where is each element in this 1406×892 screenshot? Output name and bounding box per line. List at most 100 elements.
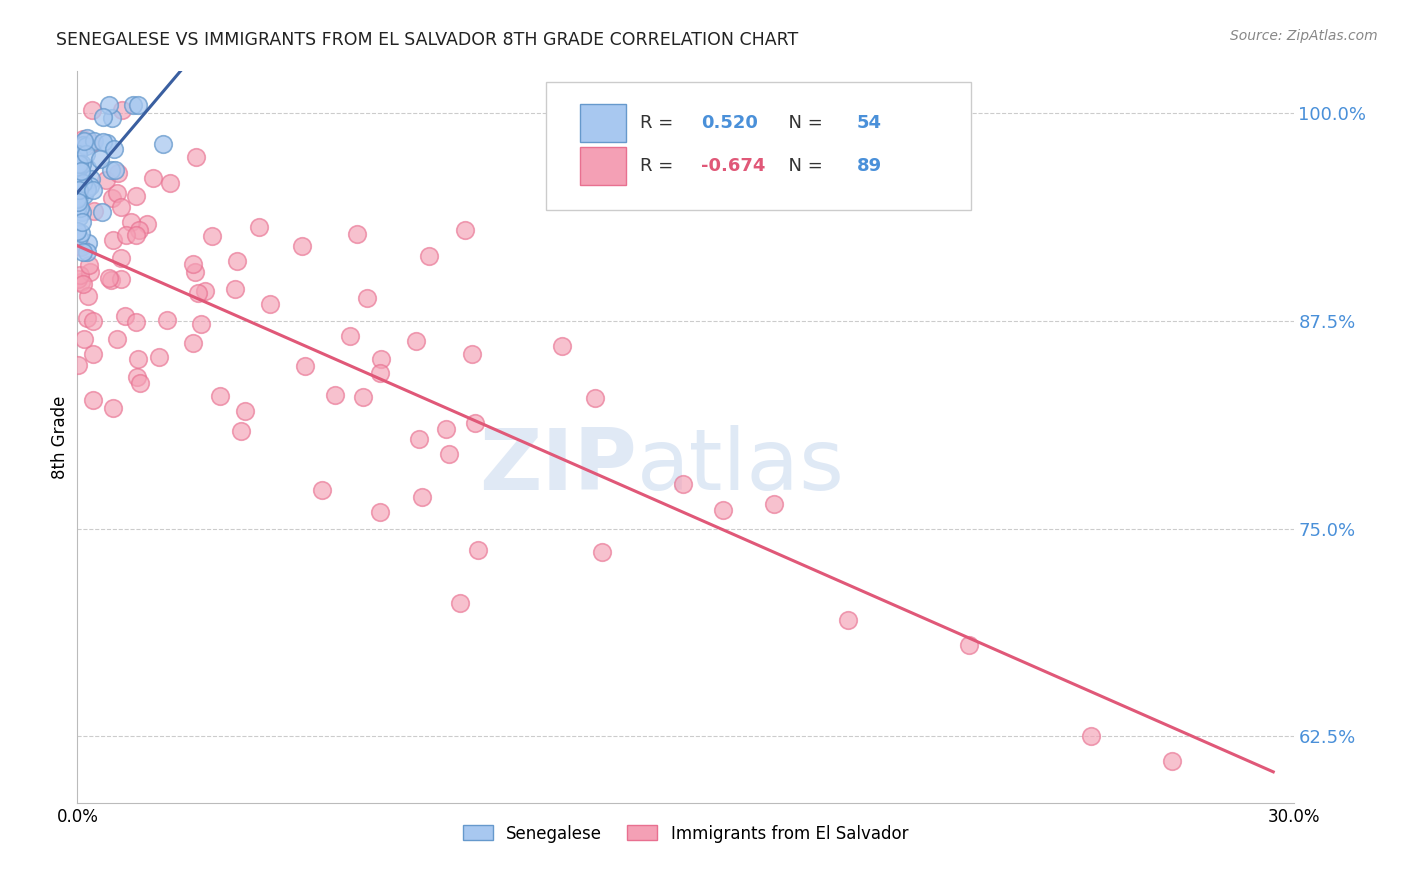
Point [194, 284, 217, 298]
Point [405, 334, 427, 349]
Point [67, 180, 90, 194]
Legend: Senegalese, Immigrants from El Salvador: Senegalese, Immigrants from El Salvador [456, 818, 915, 849]
Point [66, 191, 89, 205]
Point [120, 215, 142, 229]
Point [104, 163, 127, 178]
Point [110, 272, 132, 286]
Point [142, 171, 165, 186]
Text: 89: 89 [856, 158, 882, 176]
Point [66, 190, 89, 204]
Point [107, 166, 129, 180]
Point [129, 376, 152, 391]
Point [183, 264, 205, 278]
Point [551, 339, 574, 353]
Point [461, 347, 484, 361]
Point [101, 401, 124, 415]
Point [76, 182, 98, 196]
Text: R =: R = [640, 158, 679, 176]
Y-axis label: 8th Grade: 8th Grade [51, 395, 69, 479]
Point [66, 161, 89, 175]
Point [231, 424, 253, 438]
Point [93, 111, 115, 125]
Point [72, 244, 94, 259]
Point [80, 172, 103, 186]
Point [90, 204, 112, 219]
Text: SENEGALESE VS IMMIGRANTS FROM EL SALVADOR 8TH GRADE CORRELATION CHART: SENEGALESE VS IMMIGRANTS FROM EL SALVADO… [56, 31, 799, 49]
Point [449, 596, 471, 610]
Point [135, 217, 157, 231]
Point [368, 366, 391, 380]
Point [208, 388, 231, 402]
Point [184, 150, 207, 164]
Point [96, 136, 118, 150]
Point [159, 176, 181, 190]
Point [75, 139, 97, 153]
Point [101, 112, 124, 126]
Point [370, 505, 392, 519]
Point [121, 97, 143, 112]
Point [356, 291, 378, 305]
Point [69, 175, 91, 189]
Point [201, 229, 224, 244]
Point [125, 315, 148, 329]
Point [76, 244, 98, 259]
Point [101, 233, 124, 247]
Point [83, 204, 105, 219]
Point [70, 204, 93, 219]
Point [82, 392, 104, 407]
Point [70, 215, 93, 229]
Point [76, 131, 98, 145]
Point [77, 235, 100, 250]
Text: atlas: atlas [637, 425, 845, 508]
Point [672, 476, 695, 491]
Point [73, 134, 96, 148]
Point [114, 309, 136, 323]
Point [66, 224, 89, 238]
Point [67, 210, 90, 224]
Point [80, 136, 103, 150]
Point [73, 332, 96, 346]
Point [464, 416, 486, 430]
Point [187, 285, 209, 300]
Point [70, 164, 93, 178]
Point [98, 97, 121, 112]
Point [148, 350, 170, 364]
Point [70, 157, 93, 171]
Point [291, 238, 314, 252]
Point [103, 142, 125, 156]
Point [837, 613, 859, 627]
Point [66, 195, 89, 210]
Point [76, 161, 98, 176]
Point [128, 223, 150, 237]
Point [711, 502, 734, 516]
Point [259, 297, 281, 311]
Point [1080, 729, 1102, 743]
Text: N =: N = [776, 113, 828, 131]
Point [127, 97, 149, 112]
Point [67, 183, 90, 197]
Point [454, 223, 477, 237]
Point [323, 388, 346, 402]
Point [67, 272, 90, 286]
Point [75, 146, 97, 161]
Point [110, 251, 132, 265]
Point [408, 432, 430, 446]
Point [352, 390, 374, 404]
Point [434, 422, 457, 436]
Point [67, 157, 90, 171]
Point [77, 258, 100, 272]
Point [82, 314, 104, 328]
Point [66, 147, 89, 161]
Point [152, 137, 174, 152]
Point [233, 404, 256, 418]
Point [79, 265, 101, 279]
Point [294, 359, 316, 374]
Point [114, 227, 136, 242]
Point [591, 545, 613, 559]
Point [247, 219, 270, 234]
Point [67, 161, 90, 176]
Point [70, 226, 93, 240]
Point [97, 270, 120, 285]
Point [110, 200, 132, 214]
Point [411, 490, 433, 504]
